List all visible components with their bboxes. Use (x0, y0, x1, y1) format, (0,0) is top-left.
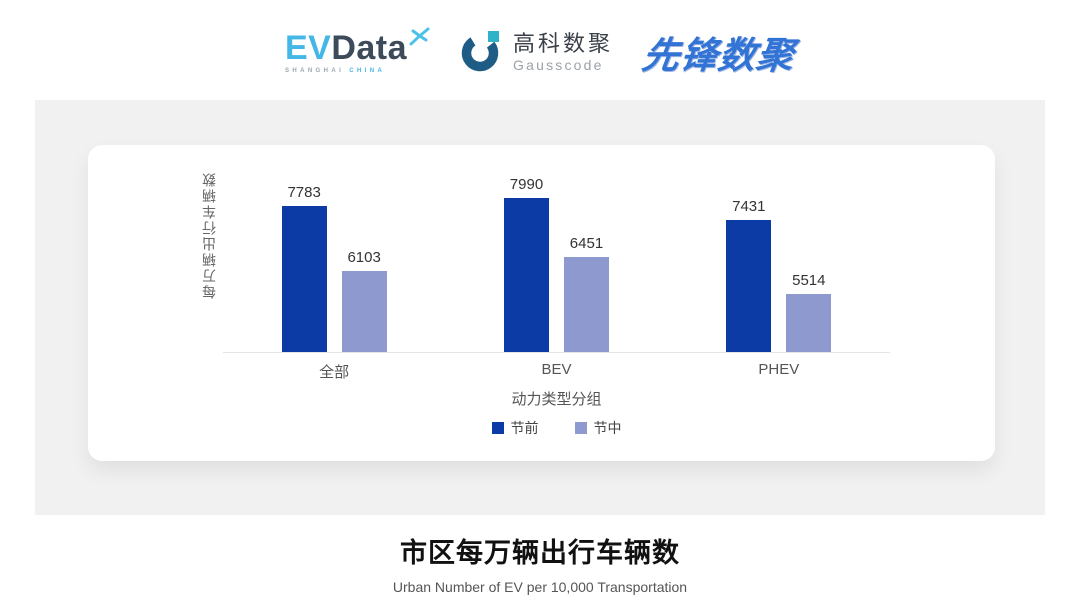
evdata-tagline: SHANGHAI CHINA (285, 68, 430, 74)
bar-group: 7431 5514 (668, 173, 890, 352)
bar-value-label: 6103 (347, 249, 381, 266)
bar-value-label: 5514 (792, 272, 826, 289)
legend-swatch-icon (574, 422, 587, 434)
gausscode-en-name: Gausscode (513, 56, 604, 73)
bar (726, 220, 772, 352)
footer: 市区每万辆出行车辆数 Urban Number of EV per 10,000… (0, 531, 1080, 595)
category-axis: 全部 BEV PHEV (223, 361, 890, 382)
gausscode-wordmark: 高科数聚 Gausscode (513, 31, 613, 72)
pioneer-logo: 先锋数聚 (639, 35, 798, 76)
legend-label: 节前 (510, 420, 539, 436)
legend-label: 节中 (593, 420, 622, 436)
legend: 节前 节中 (223, 418, 890, 438)
gausscode-g-arc-icon (460, 27, 504, 78)
bar-wrap: 7783 (281, 184, 327, 352)
bar-wrap: 7431 (726, 198, 772, 352)
category-label: BEV (541, 361, 572, 378)
chart-title: 市区每万辆出行车辆数 (400, 538, 680, 568)
header: EV Data SHANGHAI CHINA 高科数聚 Gausscode 先锋数… (0, 16, 1080, 88)
evdata-data-text: Data (331, 28, 408, 67)
y-axis-label: 每万辆出行车辆数 (201, 171, 217, 299)
bar-value-label: 7783 (287, 184, 321, 201)
bar-wrap: 5514 (786, 272, 832, 352)
legend-item: 节中 (574, 418, 622, 438)
bar (281, 206, 327, 352)
category-label: PHEV (758, 361, 800, 378)
bar-group: 7990 6451 (445, 173, 667, 352)
bar-group: 7783 6103 (223, 173, 445, 352)
plot-area: 7783 6103 7990 6451 7431 5514 (223, 173, 890, 353)
bar-value-label: 7431 (732, 198, 766, 215)
chart-subtitle: Urban Number of EV per 10,000 Transporta… (392, 579, 688, 595)
bar-wrap: 6451 (563, 235, 609, 352)
bar-pair: 7431 5514 (726, 198, 832, 352)
gausscode-cn-name: 高科数聚 (513, 31, 614, 57)
bar (563, 257, 609, 352)
legend-swatch-icon (491, 422, 504, 434)
evdata-ev-text: EV (284, 28, 332, 67)
chart-card: 每万辆出行车辆数 7783 6103 7990 6451 7431 5514 全部 BEV P… (88, 145, 995, 461)
evdata-tagline-china: CHINA (349, 67, 386, 74)
bar (341, 271, 387, 352)
category-label: 全部 (319, 364, 350, 381)
chart-panel: 每万辆出行车辆数 7783 6103 7990 6451 7431 5514 全部 BEV P… (35, 100, 1045, 515)
bar (503, 198, 549, 352)
evdata-wordmark: EV Data (284, 27, 430, 67)
legend-item: 节前 (491, 418, 539, 438)
bar-pair: 7990 6451 (503, 176, 609, 352)
gausscode-logo: 高科数聚 Gausscode (460, 27, 613, 78)
evdata-logo: EV Data SHANGHAI CHINA (284, 27, 430, 74)
evdata-tagline-shanghai: SHANGHAI (284, 67, 350, 74)
bar (786, 294, 832, 352)
bar-value-label: 7990 (509, 176, 544, 193)
x-axis-label: 动力类型分组 (511, 391, 602, 408)
bar-value-label: 6451 (569, 235, 604, 252)
bar-pair: 7783 6103 (281, 184, 387, 352)
bar-wrap: 6103 (341, 249, 387, 352)
x-spark-icon (409, 27, 430, 50)
bar-wrap: 7990 (503, 176, 549, 352)
